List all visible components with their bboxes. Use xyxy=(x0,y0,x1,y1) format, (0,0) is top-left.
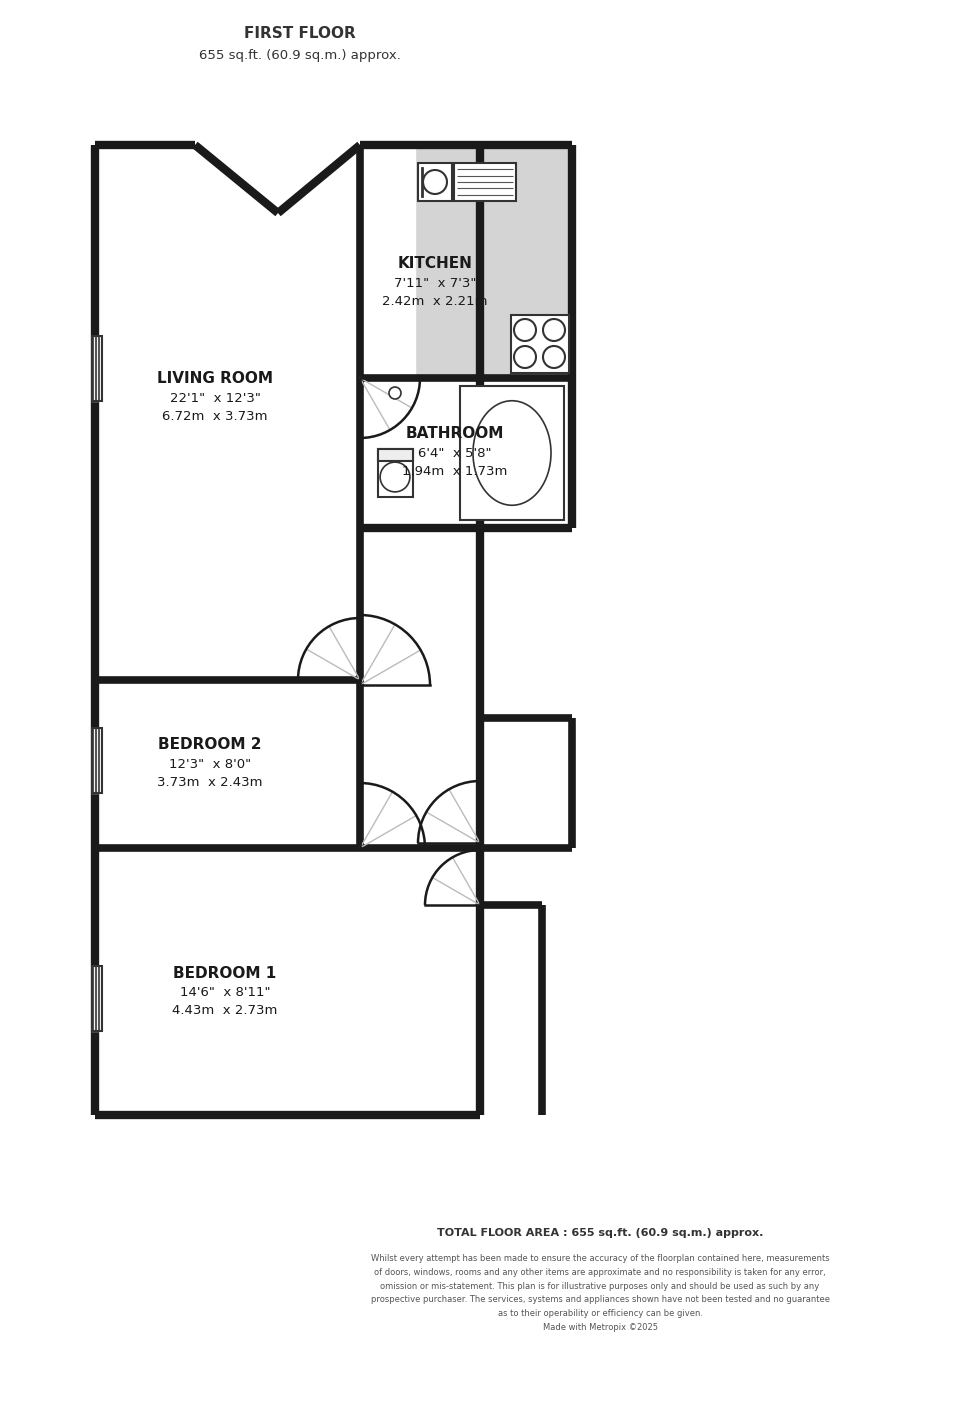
Text: 6'4"  x 5'8": 6'4" x 5'8" xyxy=(418,447,492,460)
Bar xyxy=(92,965,102,1031)
Text: 2.42m  x 2.21m: 2.42m x 2.21m xyxy=(382,294,488,307)
Circle shape xyxy=(543,318,565,341)
Circle shape xyxy=(423,170,447,194)
Text: FIRST FLOOR: FIRST FLOOR xyxy=(244,26,356,40)
Polygon shape xyxy=(91,336,99,400)
Polygon shape xyxy=(360,378,572,528)
Bar xyxy=(378,448,413,461)
Ellipse shape xyxy=(473,401,551,506)
Text: BEDROOM 1: BEDROOM 1 xyxy=(173,965,276,981)
Bar xyxy=(454,163,516,201)
Text: 14'6"  x 8'11": 14'6" x 8'11" xyxy=(179,987,270,1000)
Polygon shape xyxy=(360,146,415,378)
Bar xyxy=(92,336,102,400)
Text: TOTAL FLOOR AREA : 655 sq.ft. (60.9 sq.m.) approx.: TOTAL FLOOR AREA : 655 sq.ft. (60.9 sq.m… xyxy=(437,1228,763,1238)
Polygon shape xyxy=(91,727,99,793)
Bar xyxy=(378,448,413,497)
Text: 22'1"  x 12'3": 22'1" x 12'3" xyxy=(170,391,261,404)
Bar xyxy=(460,386,564,520)
Text: KITCHEN: KITCHEN xyxy=(398,256,472,270)
Circle shape xyxy=(514,346,536,368)
Text: 4.43m  x 2.73m: 4.43m x 2.73m xyxy=(172,1004,277,1018)
Bar xyxy=(511,316,569,373)
Text: BATHROOM: BATHROOM xyxy=(406,426,504,440)
Polygon shape xyxy=(91,965,99,1031)
Text: 3.73m  x 2.43m: 3.73m x 2.43m xyxy=(157,775,263,788)
Text: 7'11"  x 7'3": 7'11" x 7'3" xyxy=(394,277,476,290)
Text: 12'3"  x 8'0": 12'3" x 8'0" xyxy=(169,757,251,771)
Bar xyxy=(418,163,452,201)
Text: LIVING ROOM: LIVING ROOM xyxy=(157,370,273,386)
Text: 655 sq.ft. (60.9 sq.m.) approx.: 655 sq.ft. (60.9 sq.m.) approx. xyxy=(199,49,401,61)
Circle shape xyxy=(514,318,536,341)
Text: BEDROOM 2: BEDROOM 2 xyxy=(158,737,262,751)
Circle shape xyxy=(389,387,401,398)
Text: 6.72m  x 3.73m: 6.72m x 3.73m xyxy=(163,410,268,423)
Circle shape xyxy=(543,346,565,368)
Text: Whilst every attempt has been made to ensure the accuracy of the floorplan conta: Whilst every attempt has been made to en… xyxy=(370,1254,829,1332)
Ellipse shape xyxy=(380,463,410,491)
Polygon shape xyxy=(360,146,572,378)
Bar xyxy=(92,727,102,793)
Polygon shape xyxy=(95,146,480,1115)
Text: 1.94m  x 1.73m: 1.94m x 1.73m xyxy=(403,464,508,477)
